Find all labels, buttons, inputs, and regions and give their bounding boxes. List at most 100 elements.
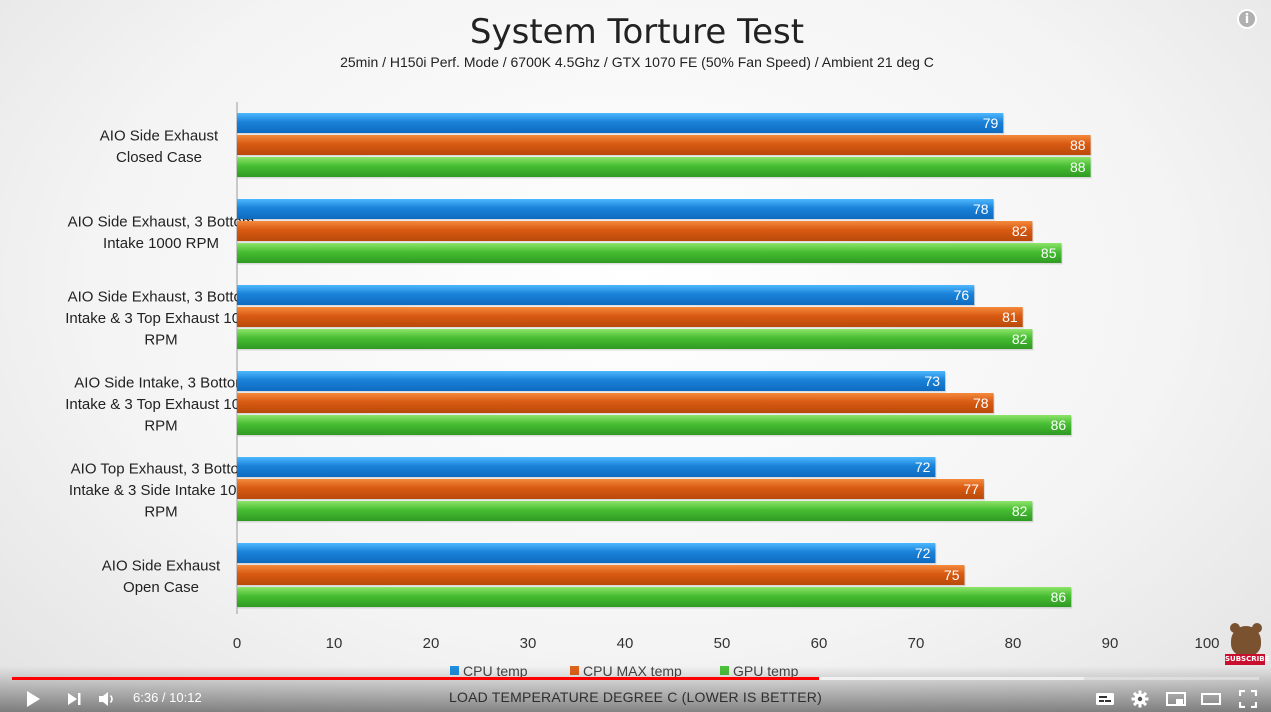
- bar: [237, 329, 1033, 349]
- category-label: Closed Case: [116, 149, 202, 166]
- miniplayer-button[interactable]: [1165, 688, 1187, 710]
- category-label: RPM: [144, 332, 177, 349]
- theater-icon: [1201, 693, 1221, 705]
- bar: [237, 393, 994, 413]
- next-button[interactable]: [63, 688, 85, 710]
- category-label: RPM: [144, 418, 177, 435]
- bar: [237, 307, 1023, 327]
- category-label: AIO Side Intake, 3 Bottom: [74, 375, 247, 392]
- bar: [237, 501, 1033, 521]
- data-label: 78: [973, 201, 989, 217]
- settings-icon: [1131, 690, 1149, 708]
- category-label: AIO Top Exhaust, 3 Bottom: [71, 461, 252, 478]
- legend-swatch: [450, 666, 459, 675]
- category-label: AIO Side Exhaust: [102, 557, 221, 574]
- x-tick-label: 10: [326, 635, 343, 652]
- chart-title: System Torture Test: [470, 12, 804, 52]
- bar: [237, 157, 1091, 177]
- bar: [237, 479, 984, 499]
- legend-swatch: [570, 666, 579, 675]
- legend-label: CPU MAX temp: [583, 663, 682, 679]
- info-glyph: i: [1244, 11, 1250, 27]
- category-label: Intake & 3 Top Exhaust 1000: [65, 310, 257, 327]
- subscribe-label: SUBSCRIBE: [1225, 654, 1270, 665]
- legend-label: GPU temp: [733, 663, 799, 679]
- bar: [237, 543, 936, 563]
- x-tick-label: 30: [520, 635, 537, 652]
- data-label: 76: [954, 287, 970, 303]
- current-time: 6:36: [133, 690, 159, 705]
- data-label: 72: [915, 459, 931, 475]
- bar: [237, 371, 946, 391]
- category-label: AIO Side Exhaust: [100, 127, 219, 144]
- category-label: Intake & 3 Side Intake 1000: [69, 482, 253, 499]
- x-tick-label: 40: [617, 635, 634, 652]
- data-label: 88: [1070, 159, 1086, 175]
- bar: [237, 135, 1091, 155]
- category-label: Intake & 3 Top Exhaust 1000: [65, 396, 257, 413]
- category-label: Open Case: [123, 579, 199, 596]
- legend-swatch: [720, 666, 729, 675]
- time-separator: /: [158, 690, 170, 705]
- data-label: 77: [963, 481, 979, 497]
- data-label: 82: [1012, 223, 1028, 239]
- data-label: 75: [944, 567, 960, 583]
- bear-ear-icon: [1252, 623, 1262, 633]
- play-button[interactable]: [22, 688, 44, 710]
- next-icon: [68, 693, 81, 705]
- fullscreen-icon: [1239, 690, 1257, 708]
- data-label: 78: [973, 395, 989, 411]
- bar: [237, 243, 1062, 263]
- x-tick-label: 20: [423, 635, 440, 652]
- volume-icon: [99, 692, 113, 706]
- miniplayer-icon: [1166, 692, 1186, 706]
- category-label: AIO Side Exhaust, 3 Bottom: [68, 289, 255, 306]
- time-display: 6:36 / 10:12: [133, 690, 202, 705]
- data-label: 81: [1002, 309, 1018, 325]
- fullscreen-button[interactable]: [1237, 688, 1259, 710]
- bar: [237, 565, 965, 585]
- x-tick-label: 80: [1005, 635, 1022, 652]
- bar: [237, 285, 975, 305]
- bar: [237, 199, 994, 219]
- theater-button[interactable]: [1200, 688, 1222, 710]
- data-label: 72: [915, 545, 931, 561]
- category-label: RPM: [144, 504, 177, 521]
- x-tick-label: 70: [908, 635, 925, 652]
- bar: [237, 113, 1004, 133]
- subtitles-icon: [1096, 693, 1114, 705]
- bar: [237, 415, 1072, 435]
- bar: [237, 587, 1072, 607]
- data-label: 86: [1051, 589, 1067, 605]
- duration: 10:12: [169, 690, 202, 705]
- info-icon[interactable]: i: [1237, 9, 1257, 29]
- chart-subtitle: 25min / H150i Perf. Mode / 6700K 4.5Ghz …: [340, 54, 934, 70]
- category-label: Intake 1000 RPM: [103, 235, 219, 252]
- x-tick-label: 90: [1102, 635, 1119, 652]
- x-tick-label: 50: [714, 635, 731, 652]
- data-label: 86: [1051, 417, 1067, 433]
- player-controls: 6:36 / 10:12: [0, 666, 1271, 712]
- data-label: 82: [1012, 503, 1028, 519]
- progress-bar[interactable]: [12, 677, 1259, 680]
- x-tick-label: 60: [811, 635, 828, 652]
- progress-played: [12, 677, 819, 680]
- legend-label: CPU temp: [463, 663, 528, 679]
- x-tick-label: 100: [1194, 635, 1219, 652]
- data-label: 88: [1070, 137, 1086, 153]
- bar: [237, 221, 1033, 241]
- category-label: AIO Side Exhaust, 3 Bottom: [68, 213, 255, 230]
- bear-logo-icon: [1231, 626, 1261, 656]
- play-icon: [27, 691, 40, 707]
- volume-button[interactable]: [96, 688, 118, 710]
- subscribe-watermark[interactable]: SUBSCRIBE: [1225, 623, 1270, 668]
- settings-button[interactable]: [1129, 688, 1151, 710]
- bear-ear-icon: [1230, 623, 1240, 633]
- data-label: 73: [925, 373, 941, 389]
- x-tick-label: 0: [233, 635, 241, 652]
- data-label: 82: [1012, 331, 1028, 347]
- bar: [237, 457, 936, 477]
- data-label: 79: [983, 115, 999, 131]
- subtitles-button[interactable]: [1094, 688, 1116, 710]
